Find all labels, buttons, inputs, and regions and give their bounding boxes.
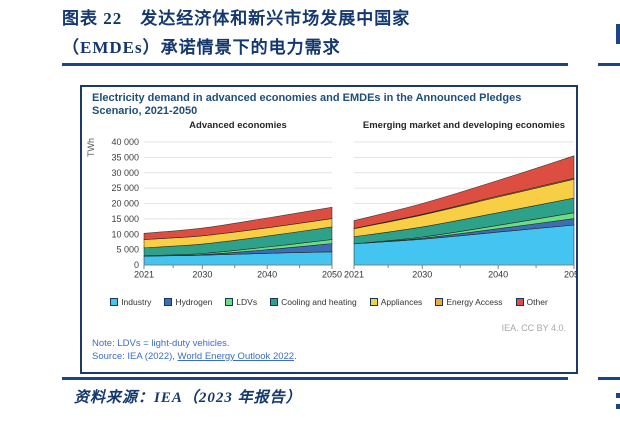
legend-label: Other: [526, 297, 548, 307]
footer-source: 资料来源：IEA（2023 年报告）: [74, 390, 302, 406]
x-axis-label: 2021: [344, 270, 364, 280]
y-axis-label: 20 000: [111, 199, 139, 209]
figure-caption: 图表 22 发达经济体和新兴市场发展中国家 （EMDEs）承诺情景下的电力需求: [62, 4, 587, 62]
x-axis-label: 2030: [412, 270, 432, 280]
x-axis-label: 2040: [257, 270, 277, 280]
source-link[interactable]: World Energy Outlook 2022: [177, 351, 295, 362]
legend-item-industry: Industry: [110, 297, 151, 307]
source-prefix: Source: IEA (2022),: [92, 351, 178, 362]
legend-swatch: [225, 298, 234, 306]
legend-swatch: [369, 298, 378, 306]
divider-top: [62, 63, 568, 66]
source-suffix: .: [294, 351, 297, 362]
x-axis-label: 2040: [488, 270, 508, 280]
stacked-area-chart: TWh 0 5 000 10 000 15 000 20 000 25 000 30 000 3…: [86, 120, 576, 280]
adjacent-column-sliver-top: [616, 24, 620, 44]
legend-label: Appliances: [380, 297, 423, 307]
legend-item-appliances: Appliances: [369, 297, 423, 307]
legend-item-ldvs: LDVs: [225, 297, 257, 307]
chart-card: Electricity demand in advanced economies…: [80, 85, 578, 374]
legend-label: Industry: [121, 297, 152, 307]
y-axis-label: 15 000: [111, 214, 139, 224]
chart-title: Electricity demand in advanced economies…: [92, 92, 522, 117]
y-axis-title: TWh: [86, 138, 96, 157]
panel-title: Advanced economies: [189, 120, 287, 131]
legend-label: Cooling and heating: [281, 297, 357, 307]
figure-caption-line2: （EMDEs）承诺情景下的电力需求: [62, 38, 341, 57]
y-axis-label: 10 000: [111, 229, 139, 239]
y-axis-label: 30 000: [111, 168, 139, 178]
divider-bottom-fragment: [598, 377, 620, 380]
divider-bottom: [62, 377, 568, 380]
legend-item-energy-access: Energy Access: [435, 297, 503, 307]
chart-legend: Industry Hydrogen LDVs Cooling and heating A…: [82, 297, 576, 307]
legend-swatch: [270, 298, 279, 306]
divider-top-fragment: [598, 63, 620, 66]
y-axis-label: 0: [134, 260, 139, 270]
area-other: [353, 155, 575, 229]
legend-label: Hydrogen: [175, 297, 213, 307]
figure-caption-line1: 图表 22 发达经济体和新兴市场发展中国家: [62, 9, 411, 28]
adjacent-column-sliver-mid: [616, 393, 620, 398]
chart-source: Source: IEA (2022), World Energy Outlook…: [92, 351, 297, 362]
legend-swatch: [435, 298, 444, 306]
x-axis-label: 2030: [192, 270, 212, 280]
y-axis-label: 25 000: [111, 183, 139, 193]
legend-item-hydrogen: Hydrogen: [164, 297, 212, 307]
legend-item-other: Other: [515, 297, 548, 307]
y-axis-label: 40 000: [111, 137, 139, 147]
y-axis-label: 35 000: [111, 152, 139, 162]
x-axis-label: 2050: [564, 270, 576, 280]
chart-note: Note: LDVs = light-duty vehicles.: [92, 338, 230, 349]
panel-title: Emerging market and developing economies: [363, 120, 565, 131]
x-axis-label: 2021: [134, 270, 154, 280]
x-axis-label: 2050: [322, 270, 342, 280]
adjacent-column-sliver-bottom: [616, 404, 620, 409]
legend-item-cooling-and-heating: Cooling and heating: [270, 297, 357, 307]
legend-label: LDVs: [236, 297, 258, 307]
legend-swatch: [110, 298, 119, 306]
attribution-label: IEA. CC BY 4.0.: [501, 323, 566, 333]
legend-swatch: [164, 298, 173, 306]
y-axis-label: 5 000: [116, 245, 139, 255]
legend-swatch: [515, 298, 524, 306]
legend-label: Energy Access: [446, 297, 503, 307]
area-other: [143, 206, 333, 240]
